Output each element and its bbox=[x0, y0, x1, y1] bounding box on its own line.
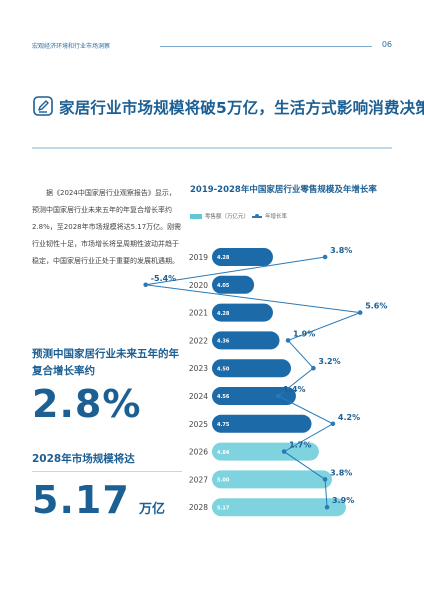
growth-point-2019 bbox=[322, 254, 328, 260]
page-header: 宏观经济环境和行业市场洞察 06 bbox=[32, 40, 392, 55]
body-paragraph: 据《2024中国家居行业观察报告》显示，预测中国家居行业未来五年的年复合增长率约… bbox=[32, 189, 182, 265]
growth-rate-label: 5.6% bbox=[365, 302, 387, 311]
chart-legend: 零售额（万亿元） 年增长率 bbox=[190, 212, 390, 222]
bar-2027 bbox=[212, 470, 332, 489]
legend-bar-swatch bbox=[190, 214, 202, 219]
growth-point-2020 bbox=[143, 282, 148, 288]
kpi-cagr-value: 2.8% bbox=[32, 382, 142, 426]
axis-tick-label: 2023 bbox=[189, 364, 208, 373]
growth-rate-label: 3.8% bbox=[330, 246, 352, 255]
bar-value-label: 4.84 bbox=[217, 450, 230, 456]
growth-rate-line bbox=[145, 256, 361, 508]
axis-tick-label: 2020 bbox=[189, 281, 208, 290]
bar-2021 bbox=[212, 303, 273, 322]
bar-value-label: 4.28 bbox=[217, 255, 230, 261]
bar-2024 bbox=[212, 387, 296, 405]
growth-point-2024 bbox=[276, 393, 281, 399]
bar-value-label: 4.28 bbox=[217, 311, 230, 317]
growth-rate-label: -5.4% bbox=[151, 274, 177, 283]
page-title-row: 家居行业市场规模将破5万亿，生活方式影响消费决策 bbox=[32, 95, 424, 119]
bar-2022 bbox=[212, 331, 280, 350]
bar-value-label: 4.05 bbox=[217, 283, 230, 289]
kpi-market-size-unit: 万亿 bbox=[139, 502, 166, 517]
axis-tick-label: 2021 bbox=[189, 309, 208, 318]
axis-tick-label: 2028 bbox=[189, 503, 208, 512]
bar-value-label: 4.56 bbox=[217, 394, 230, 400]
bar-2020 bbox=[212, 275, 255, 294]
axis-tick-label: 2027 bbox=[189, 475, 208, 484]
legend-line-dot bbox=[255, 214, 259, 219]
bar-2028 bbox=[212, 498, 346, 517]
bar-value-label: 5.17 bbox=[217, 505, 230, 511]
axis-tick-label: 2019 bbox=[189, 253, 208, 262]
page-title: 家居行业市场规模将破5万亿，生活方式影响消费决策 bbox=[59, 99, 424, 117]
growth-rate-label: 1.7% bbox=[289, 441, 311, 450]
legend-bar-label: 零售额（万亿元） bbox=[205, 214, 250, 220]
bar-2023 bbox=[212, 359, 291, 378]
growth-point-2022 bbox=[285, 338, 291, 343]
axis-tick-label: 2024 bbox=[189, 392, 208, 401]
bar-value-label: 4.36 bbox=[217, 339, 230, 345]
growth-rate-label: 1.4% bbox=[283, 385, 305, 394]
bar-2019 bbox=[212, 248, 273, 266]
growth-rate-label: 1.9% bbox=[293, 329, 315, 338]
axis-tick-label: 2022 bbox=[189, 336, 208, 345]
page-number: 06 bbox=[381, 40, 392, 49]
growth-point-2028 bbox=[324, 504, 330, 510]
growth-rate-label: 3.8% bbox=[330, 468, 352, 477]
growth-point-2025 bbox=[330, 421, 336, 427]
growth-rate-label: 3.9% bbox=[332, 496, 354, 505]
axis-tick-label: 2025 bbox=[189, 420, 208, 429]
bar-value-label: 4.50 bbox=[217, 366, 230, 372]
growth-point-2027 bbox=[322, 477, 328, 482]
axis-tick-label: 2026 bbox=[189, 448, 208, 457]
header-divider bbox=[160, 46, 372, 47]
growth-point-2023 bbox=[311, 365, 316, 371]
bar-value-label: 4.75 bbox=[217, 422, 230, 428]
kpi-market-size-label: 2028年市场规模将达 bbox=[32, 453, 135, 465]
bar-2025 bbox=[212, 414, 312, 433]
kpi-cagr-label: 预测中国家居行业未来五年的年复合增长率约 bbox=[32, 348, 179, 377]
chart-title: 2019-2028年中国家居行业零售规模及年增长率 bbox=[190, 185, 377, 195]
growth-point-2021 bbox=[357, 310, 363, 315]
growth-rate-label: 4.2% bbox=[338, 413, 360, 422]
section-label: 宏观经济环境和行业市场洞察 bbox=[32, 43, 111, 50]
kpi-divider bbox=[32, 471, 182, 472]
edit-note-icon bbox=[32, 95, 54, 117]
legend-line-label: 年增长率 bbox=[265, 214, 288, 220]
kpi-market-size-value: 5.17 bbox=[32, 478, 130, 522]
growth-point-2026 bbox=[281, 449, 287, 454]
bar-value-label: 5.00 bbox=[217, 478, 230, 484]
growth-rate-label: 3.2% bbox=[318, 357, 340, 366]
title-divider bbox=[32, 147, 392, 149]
